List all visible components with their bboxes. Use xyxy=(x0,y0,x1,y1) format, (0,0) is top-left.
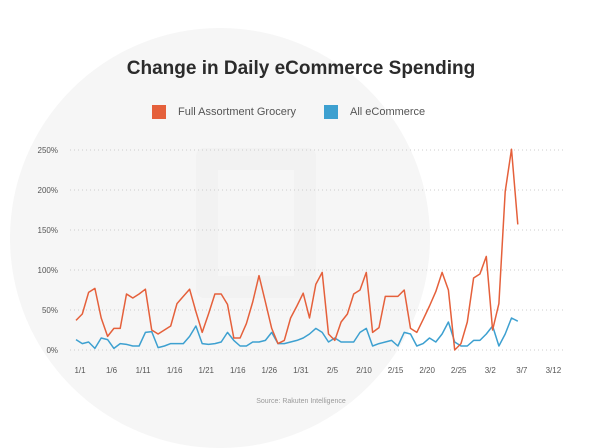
line-chart: 0% 50% 100% 150% 200% 250% 1/1 1/6 1/11 1/16 1/21 1… xyxy=(38,146,565,375)
x-tick-label: 1/21 xyxy=(198,366,214,375)
background-watermark-circle xyxy=(10,28,430,448)
chart-legend: Full Assortment Grocery All eCommerce xyxy=(152,103,453,121)
y-tick-label: 0% xyxy=(46,346,58,355)
x-tick-label: 1/26 xyxy=(262,366,278,375)
x-tick-label: 2/25 xyxy=(451,366,467,375)
x-tick-label: 1/31 xyxy=(293,366,309,375)
chart-title: Change in Daily eCommerce Spending xyxy=(126,58,476,79)
x-tick-label: 3/7 xyxy=(516,366,528,375)
legend-item-grocery: Full Assortment Grocery xyxy=(152,105,296,119)
x-tick-label: 2/20 xyxy=(419,366,435,375)
y-tick-label: 50% xyxy=(42,306,58,315)
x-tick-label: 1/1 xyxy=(74,366,86,375)
x-tick-label: 2/15 xyxy=(388,366,404,375)
y-tick-label: 150% xyxy=(38,226,58,235)
y-tick-label: 250% xyxy=(38,146,58,155)
x-tick-label: 1/16 xyxy=(230,366,246,375)
series-line-grocery xyxy=(75,148,519,351)
x-tick-label: 3/2 xyxy=(485,366,497,375)
legend-swatch-grocery xyxy=(152,105,166,119)
legend-item-ecommerce: All eCommerce xyxy=(323,105,426,119)
series-line-ecommerce xyxy=(75,317,519,350)
x-tick-label: 1/16 xyxy=(167,366,183,375)
x-tick-label: 2/5 xyxy=(327,366,339,375)
source-note: Source: Rakuten Intelligence xyxy=(256,398,346,405)
legend-label-grocery: Full Assortment Grocery xyxy=(178,106,296,118)
x-tick-label: 3/12 xyxy=(546,366,562,375)
x-tick-label: 1/6 xyxy=(106,366,118,375)
x-tick-label: 1/11 xyxy=(136,366,152,375)
legend-swatch-ecommerce xyxy=(323,105,338,119)
legend-label-ecommerce: All eCommerce xyxy=(349,106,426,118)
y-tick-label: 200% xyxy=(38,186,58,195)
y-tick-label: 100% xyxy=(38,266,58,275)
x-tick-label: 2/10 xyxy=(356,366,372,375)
